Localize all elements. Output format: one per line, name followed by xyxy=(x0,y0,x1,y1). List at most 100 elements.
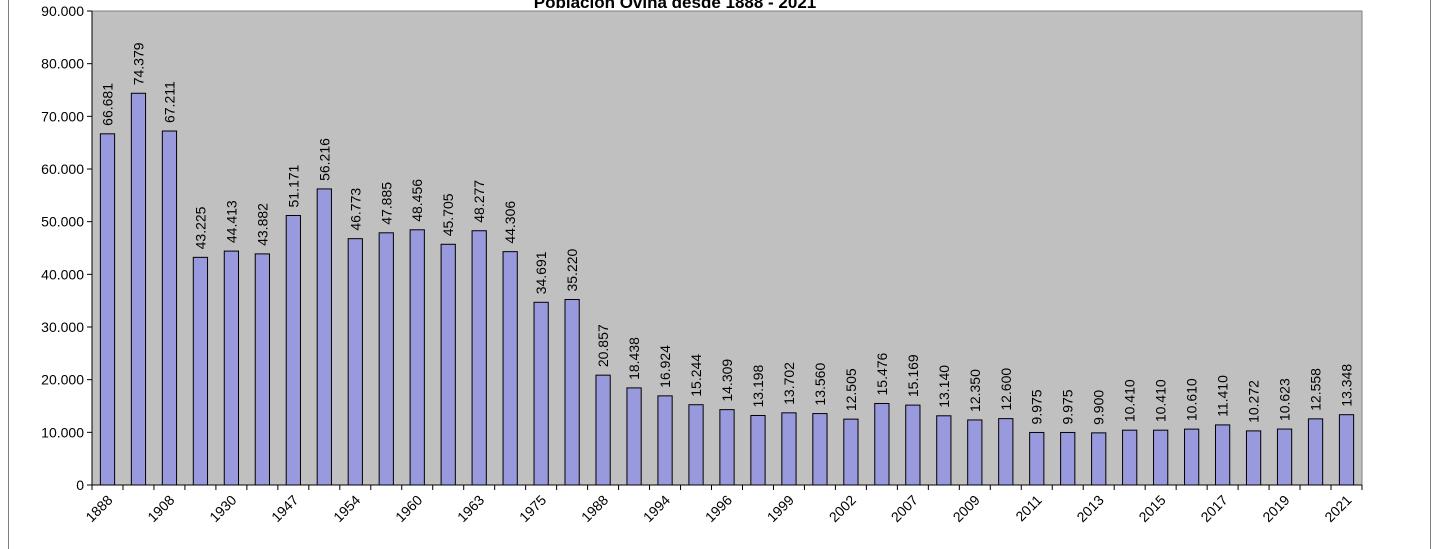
bar-value-label: 20.857 xyxy=(595,324,611,367)
y-tick-label: 80.000 xyxy=(41,56,84,72)
x-tick-label: 1888 xyxy=(82,492,115,525)
value-labels: 66.681 74.379 67.211 43.225 44.413 43.882 51.1… xyxy=(99,42,1354,425)
bar-value-label: 12.558 xyxy=(1308,368,1324,411)
bar xyxy=(378,232,394,486)
bar-value-label: 13.348 xyxy=(1339,364,1355,407)
bar-value-label: 15.169 xyxy=(905,354,921,397)
bar xyxy=(719,409,735,486)
x-axis: 1888 1908 1930 1947 1954 1960 1963 1975 1988 1994… xyxy=(82,484,1363,525)
y-tick-label: 20.000 xyxy=(41,372,84,388)
x-tick-label: 1954 xyxy=(330,492,363,525)
bar xyxy=(1245,430,1262,486)
bar xyxy=(750,414,766,486)
x-tick-label: 1999 xyxy=(764,492,797,525)
bar-value-label: 10.610 xyxy=(1184,378,1200,421)
bar-value-label: 46.773 xyxy=(347,188,363,231)
bar xyxy=(595,374,611,486)
bar xyxy=(688,404,704,486)
bar xyxy=(1276,428,1293,486)
y-tick-label: 10.000 xyxy=(41,424,84,440)
bar-value-label: 13.702 xyxy=(781,362,797,405)
bar-value-label: 56.216 xyxy=(316,138,332,181)
bar xyxy=(874,402,890,486)
x-tick-label: 2011 xyxy=(1012,492,1045,525)
bar xyxy=(1307,418,1324,486)
x-tick-label: 2021 xyxy=(1321,492,1354,525)
bar-value-label: 15.476 xyxy=(874,352,890,395)
bar-value-label: 9.900 xyxy=(1091,390,1107,425)
bar-value-label: 9.975 xyxy=(1029,389,1045,424)
x-tick-label: 2015 xyxy=(1135,492,1168,525)
y-tick-label: 30.000 xyxy=(41,319,84,335)
bar-value-label: 10.272 xyxy=(1246,380,1262,423)
bar-value-label: 13.198 xyxy=(750,364,766,407)
bar xyxy=(409,229,425,486)
bar-value-label: 12.600 xyxy=(998,368,1014,411)
bar-value-label: 74.379 xyxy=(130,42,146,85)
bar-value-label: 10.410 xyxy=(1153,379,1169,422)
bar-value-label: 45.705 xyxy=(440,193,456,236)
y-tick-label: 40.000 xyxy=(41,266,84,282)
bar-value-label: 48.277 xyxy=(471,180,487,223)
bar-value-label: 10.623 xyxy=(1277,378,1293,421)
bar-value-label: 18.438 xyxy=(626,337,642,380)
bar xyxy=(440,243,456,486)
bar xyxy=(347,238,363,486)
bar-value-label: 14.309 xyxy=(719,359,735,402)
bar-value-label: 44.413 xyxy=(223,200,239,243)
x-tick-label: 1975 xyxy=(516,492,549,525)
bar xyxy=(1214,424,1231,486)
bar xyxy=(564,299,580,486)
y-tick-label: 60.000 xyxy=(41,161,84,177)
x-tick-label: 1994 xyxy=(640,492,673,525)
bar xyxy=(781,412,797,486)
bar-value-label: 48.456 xyxy=(409,179,425,222)
bar-value-label: 9.975 xyxy=(1060,389,1076,424)
bar-value-label: 47.885 xyxy=(378,182,394,225)
bar xyxy=(1029,431,1045,486)
bar-value-label: 67.211 xyxy=(161,81,177,123)
x-tick-label: 1996 xyxy=(702,492,735,525)
bar xyxy=(626,387,642,486)
x-tick-label: 1963 xyxy=(454,492,487,525)
bar-value-label: 44.306 xyxy=(502,201,518,244)
bar xyxy=(936,415,952,486)
bar-value-label: 35.220 xyxy=(564,248,580,291)
x-tick-label: 1947 xyxy=(268,492,301,525)
bar-value-label: 11.410 xyxy=(1215,375,1231,417)
bar-value-label: 51.171 xyxy=(285,164,301,207)
bar xyxy=(1060,431,1076,486)
y-tick-label: 90.000 xyxy=(41,3,84,19)
frame-left-border xyxy=(8,0,9,549)
bar-value-label: 16.924 xyxy=(657,345,673,388)
bar xyxy=(1184,428,1200,486)
y-axis: 0 10.000 20.000 30.000 40.000 50.000 60.000 70.… xyxy=(41,3,93,493)
bar xyxy=(657,395,673,486)
bar-value-label: 43.225 xyxy=(192,206,208,249)
y-tick-label: 0 xyxy=(76,477,84,493)
bar xyxy=(192,256,209,486)
bar-value-label: 12.505 xyxy=(843,368,859,411)
x-tick-label: 2007 xyxy=(888,492,921,525)
bar xyxy=(1338,414,1355,486)
bar-value-label: 13.560 xyxy=(812,363,828,406)
bar xyxy=(1153,429,1169,486)
x-tick-label: 2009 xyxy=(950,492,983,525)
x-tick-label: 1988 xyxy=(578,492,611,525)
bar xyxy=(533,301,549,486)
bar xyxy=(130,92,147,486)
bar xyxy=(285,214,301,486)
x-tick-label: 1908 xyxy=(144,492,177,525)
y-tick-label: 70.000 xyxy=(41,108,84,124)
bar-value-label: 66.681 xyxy=(99,83,115,126)
x-tick-label: 1960 xyxy=(392,492,425,525)
bar-value-label: 10.410 xyxy=(1122,379,1138,422)
bar xyxy=(1122,429,1138,486)
bars xyxy=(99,92,1355,486)
x-tick-label: 2013 xyxy=(1073,492,1106,525)
bar xyxy=(316,188,332,486)
x-tick-label: 2019 xyxy=(1259,492,1292,525)
bar xyxy=(223,250,240,486)
bar xyxy=(843,418,859,486)
chart-title: Población Ovina desde 1888 - 2021 xyxy=(534,0,817,12)
